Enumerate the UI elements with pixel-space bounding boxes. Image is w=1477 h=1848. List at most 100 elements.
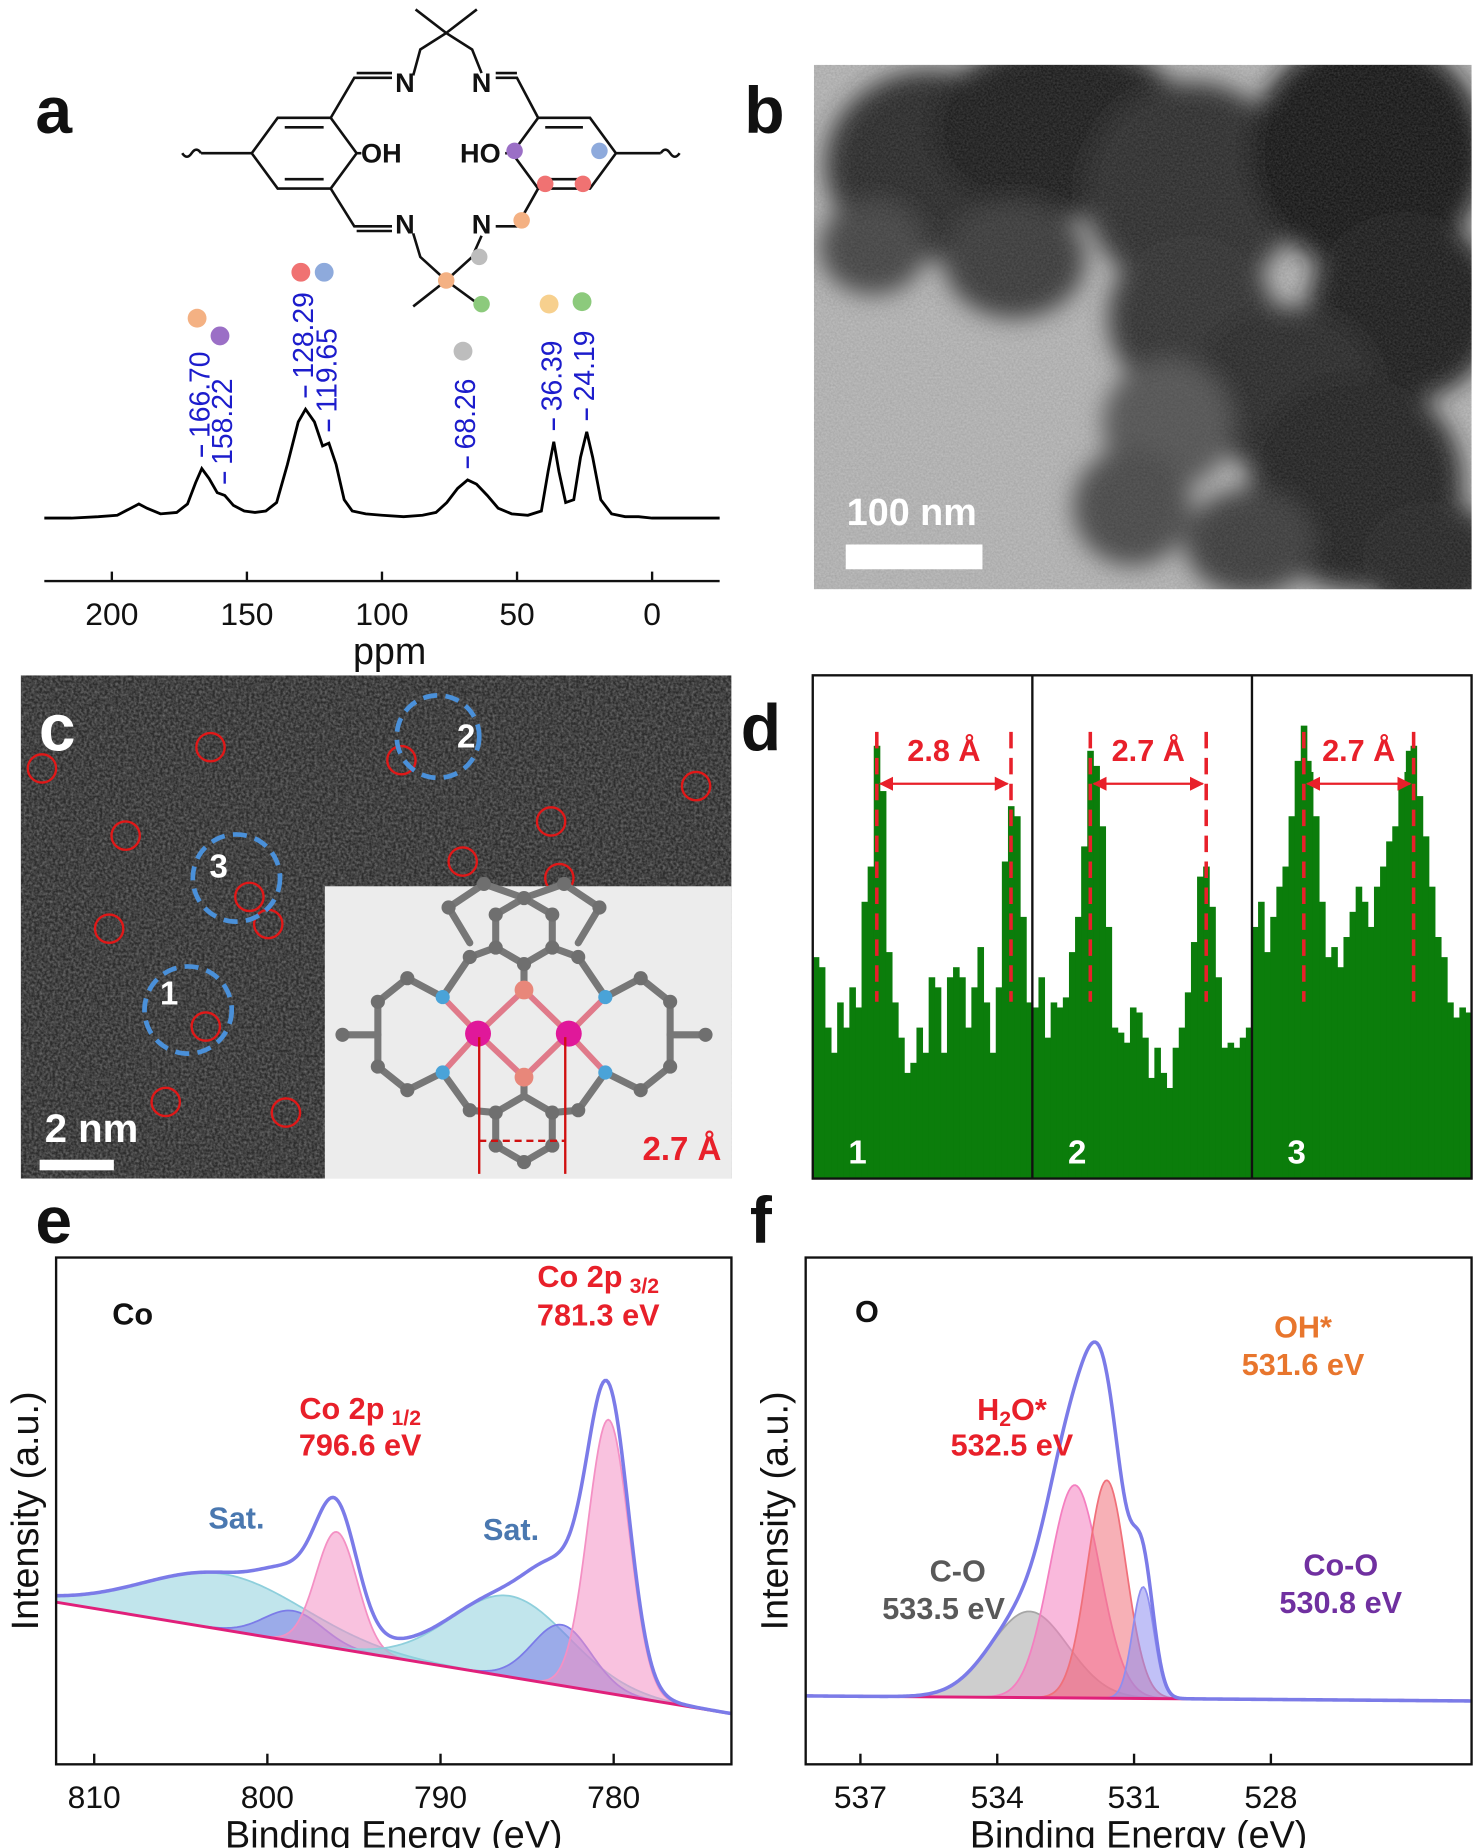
annotation: Co — [112, 1298, 153, 1332]
bar — [1331, 947, 1338, 1179]
y-axis-label: Intensity (a.u.) — [4, 1391, 46, 1630]
bar — [1465, 1012, 1473, 1179]
bar — [1093, 765, 1100, 1179]
atom-label: N — [395, 208, 415, 239]
bar — [1416, 796, 1424, 1179]
bar — [1441, 957, 1448, 1179]
bar — [1032, 1007, 1039, 1179]
bar — [1142, 1037, 1149, 1179]
bar — [1081, 846, 1088, 1179]
bar — [1117, 1032, 1125, 1179]
bar — [1166, 1087, 1174, 1179]
annotation-text: 796.6 eV — [299, 1428, 422, 1462]
x-tick-label: 790 — [414, 1779, 467, 1815]
bar — [1050, 1002, 1058, 1179]
bar — [1221, 1047, 1229, 1179]
peak-label: 166.70 — [183, 352, 215, 438]
bar — [1239, 1037, 1247, 1179]
x-tick-label: 800 — [241, 1779, 294, 1815]
bar — [1294, 760, 1302, 1179]
site-label: 1 — [160, 975, 178, 1012]
bar — [928, 977, 936, 1179]
bar — [1251, 926, 1259, 1179]
bar — [1447, 1002, 1454, 1179]
annotation: 530.8 eV — [1279, 1586, 1402, 1620]
bar — [1062, 997, 1070, 1179]
baseline — [56, 1600, 732, 1716]
bar — [1264, 952, 1271, 1179]
annotation: OH* — [1274, 1311, 1332, 1345]
x-tick-label: 780 — [587, 1779, 640, 1815]
bar — [1197, 876, 1204, 1179]
bar — [892, 1002, 899, 1179]
bar — [1056, 1007, 1064, 1179]
panel-label: f — [750, 1183, 773, 1257]
label-bg — [1311, 731, 1406, 772]
distance-label: 2.8 Å — [907, 733, 980, 768]
x-axis-label: Binding Energy (eV) — [970, 1813, 1307, 1848]
x-tick-label: 531 — [1108, 1779, 1161, 1815]
annotation-subscript: 3/2 — [630, 1275, 659, 1298]
bar — [1459, 1007, 1466, 1179]
annotation-text: 530.8 eV — [1279, 1586, 1402, 1620]
bar — [1129, 1007, 1137, 1179]
bar — [934, 987, 942, 1179]
bar — [1038, 977, 1046, 1179]
bar — [1373, 886, 1381, 1179]
peak-dot — [210, 326, 230, 346]
bar — [1404, 750, 1412, 1179]
annotation: 531.6 eV — [1242, 1348, 1365, 1382]
bar — [1087, 750, 1094, 1179]
bar — [885, 952, 893, 1179]
bar — [983, 1002, 991, 1179]
bar — [1172, 1047, 1180, 1179]
profile-label: 2 — [1068, 1134, 1086, 1171]
bar — [1434, 937, 1442, 1179]
annotation-text: H — [977, 1393, 999, 1427]
frame — [54, 1256, 733, 1766]
x-tick-label: 528 — [1244, 1779, 1297, 1815]
bar — [922, 1052, 930, 1179]
bar — [1026, 1002, 1033, 1179]
bar — [1306, 760, 1314, 1179]
profile-label: 3 — [1288, 1134, 1306, 1171]
bar — [818, 967, 826, 1179]
frame — [804, 1256, 1473, 1766]
bar — [1020, 916, 1027, 1179]
peak-label: 68.26 — [449, 379, 481, 450]
bar — [1367, 926, 1375, 1179]
envelope — [805, 1340, 1472, 1703]
bar — [1203, 866, 1210, 1179]
bar — [1111, 1027, 1119, 1179]
inset-molecule — [335, 876, 713, 1174]
bar — [1178, 1027, 1186, 1179]
bar — [946, 977, 954, 1179]
y-axis-label: Intensity (a.u.) — [753, 1391, 795, 1630]
bar — [1386, 841, 1393, 1179]
x-tick-label: 537 — [834, 1779, 887, 1815]
bar — [995, 987, 1003, 1179]
bar — [1215, 977, 1222, 1179]
annotation: 781.3 eV — [537, 1299, 660, 1333]
peak-dot — [453, 341, 473, 361]
bar — [989, 1052, 997, 1179]
x-tick-label: 534 — [971, 1779, 1024, 1815]
annotation-text: O — [855, 1295, 879, 1329]
atom-label: N — [472, 67, 492, 98]
bar — [1227, 1042, 1235, 1179]
bar — [855, 1007, 863, 1179]
spectrum-line — [44, 406, 720, 520]
fit-component — [56, 1418, 732, 1715]
annotation-text: O* — [1011, 1393, 1047, 1427]
peak-dot — [187, 308, 207, 328]
bar — [1325, 957, 1332, 1179]
bar — [1258, 901, 1265, 1179]
bar — [824, 1027, 832, 1179]
profile-label: 1 — [848, 1134, 866, 1171]
annotation-text: 781.3 eV — [537, 1299, 660, 1333]
tem-image — [813, 64, 1472, 590]
peak-label: 36.39 — [535, 341, 567, 412]
peak-label: 128.29 — [287, 292, 319, 378]
